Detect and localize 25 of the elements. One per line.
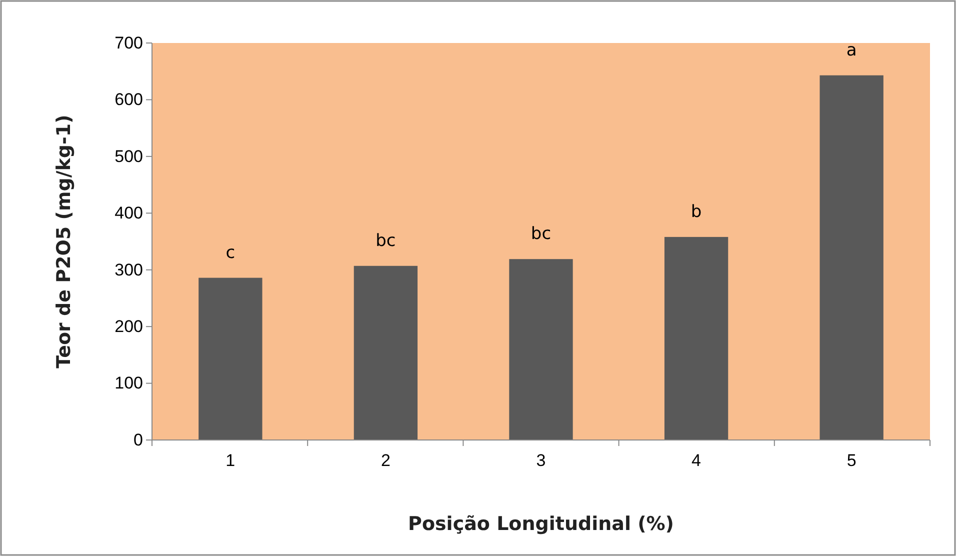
bar xyxy=(664,236,728,440)
x-tick-label: 5 xyxy=(846,451,856,470)
y-tick-label: 100 xyxy=(114,374,143,393)
x-tick-label: 4 xyxy=(692,451,702,470)
y-tick-label: 600 xyxy=(114,90,143,110)
bar xyxy=(198,278,262,440)
annotation: bc xyxy=(530,224,552,244)
y-axis-title: Teor de P2O5 (mg/kg-1) xyxy=(53,114,75,368)
annotation: b xyxy=(690,202,702,222)
x-tick-label: 3 xyxy=(536,451,546,470)
x-tick-label: 2 xyxy=(380,451,390,470)
x-axis-title: Posição Longitudinal (%) xyxy=(408,513,674,535)
bar xyxy=(820,75,884,440)
y-tick-label: 0 xyxy=(134,430,143,450)
bar xyxy=(354,266,418,440)
y-tick-label: 700 xyxy=(114,33,143,52)
annotation: a xyxy=(846,40,857,60)
bar xyxy=(509,259,573,440)
annotation: c xyxy=(226,242,236,263)
x-tick-label: 1 xyxy=(226,451,236,470)
y-tick-label: 400 xyxy=(114,204,143,223)
y-tick-label: 200 xyxy=(114,317,143,336)
annotation: bc xyxy=(376,230,396,251)
y-tick-label: 500 xyxy=(114,146,143,166)
y-tick-label: 300 xyxy=(114,260,143,280)
